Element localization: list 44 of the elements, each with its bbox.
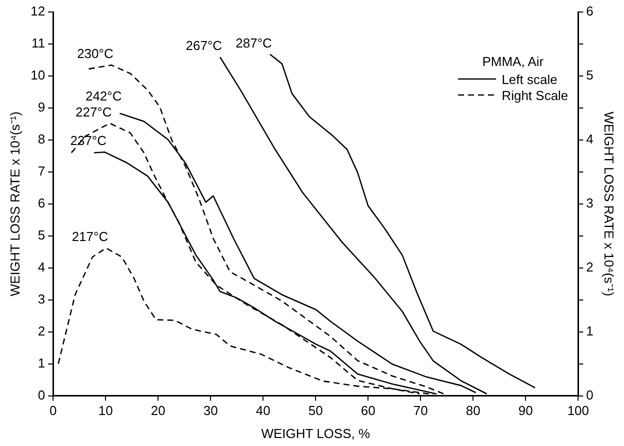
y2-tick-label: 6 xyxy=(586,4,594,19)
x-tick-label: 0 xyxy=(49,403,57,418)
y-tick-label: 12 xyxy=(30,4,46,19)
y2-axis-title: WEIGHT LOSS RATE x 10⁴(s⁻¹) xyxy=(602,112,617,296)
y-tick-label: 11 xyxy=(32,36,46,51)
x-tick-label: 20 xyxy=(150,403,166,418)
y-tick-label: 10 xyxy=(30,68,46,83)
x-tick-label: 60 xyxy=(360,403,376,418)
y2-tick-label: 2 xyxy=(586,259,594,274)
y2-tick-label: 0 xyxy=(586,387,594,402)
series-label: 230°C xyxy=(77,46,114,62)
x-tick-label: 90 xyxy=(518,403,533,418)
y-tick-label: 2 xyxy=(38,323,46,338)
series-label: 242°C xyxy=(85,88,122,104)
y2-tick-label: 1 xyxy=(586,323,594,338)
x-tick-label: 100 xyxy=(567,403,590,418)
y-tick-label: 6 xyxy=(38,195,46,210)
y-tick-label: 0 xyxy=(38,387,46,402)
y-tick-label: 8 xyxy=(38,132,46,147)
y-tick-label: 1 xyxy=(38,355,46,370)
y-tick-label: 9 xyxy=(38,100,46,115)
x-tick-label: 50 xyxy=(308,403,323,418)
y-tick-label: 4 xyxy=(38,259,46,274)
y2-tick-label: 5 xyxy=(586,68,594,83)
series-label: 287°C xyxy=(236,35,272,50)
x-tick-label: 40 xyxy=(256,403,270,418)
x-tick-label: 30 xyxy=(203,403,218,418)
series-label: 237°C xyxy=(70,133,107,148)
y-tick-label: 3 xyxy=(38,291,46,306)
y-tick-label: 7 xyxy=(38,163,46,178)
y2-tick-label: 4 xyxy=(586,132,594,147)
series-label: 227°C xyxy=(75,104,112,120)
x-tick-label: 80 xyxy=(466,403,480,418)
legend-title: PMMA, Air xyxy=(481,54,545,69)
x-tick-label: 70 xyxy=(413,403,428,418)
y-axis-title: WEIGHT LOSS RATE x 10⁴(s⁻¹) xyxy=(7,112,22,296)
series-label: 217°C xyxy=(72,229,108,244)
annotation: Right Scale xyxy=(502,88,568,102)
y-tick-label: 5 xyxy=(38,227,46,242)
x-axis-title: WEIGHT LOSS, % xyxy=(261,426,370,441)
x-tick-label: 10 xyxy=(98,403,113,418)
series-label: 267°C xyxy=(186,38,222,54)
annotation: Left scale xyxy=(502,72,558,86)
y2-tick-label: 3 xyxy=(586,195,594,210)
